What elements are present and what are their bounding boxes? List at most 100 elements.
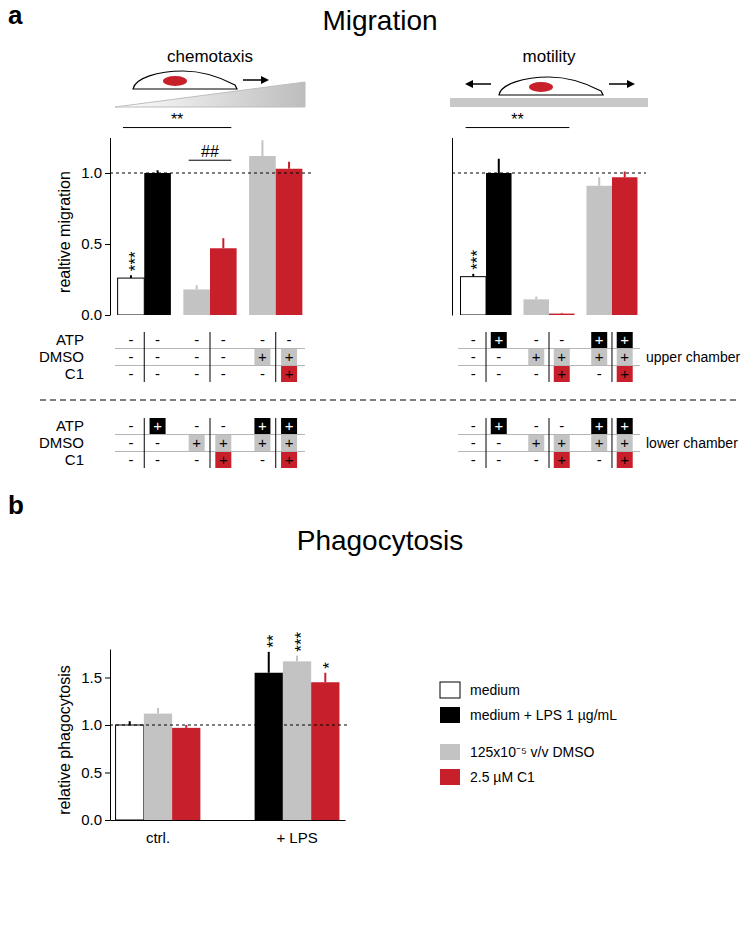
error-bar <box>268 652 270 673</box>
tick: 1.0 <box>81 716 110 733</box>
axis-line <box>111 820 346 821</box>
table-divider <box>549 332 550 382</box>
tick: 0.5 <box>81 235 110 252</box>
row-label: ATP <box>56 417 84 434</box>
condition-cell: - <box>194 365 199 382</box>
condition-cell: + <box>192 434 201 451</box>
annotation: *** <box>292 631 311 651</box>
row-label: C1 <box>65 451 84 468</box>
tick-mark <box>105 678 110 679</box>
error-bar <box>472 274 474 277</box>
table-divider <box>275 332 276 382</box>
reference-line <box>110 173 311 174</box>
condition-box <box>215 452 231 468</box>
arrow-head <box>627 80 635 88</box>
table-divider <box>486 332 487 382</box>
condition-cell: + <box>494 417 503 434</box>
condition-cell: + <box>620 451 629 468</box>
condition-cell: - <box>221 331 226 348</box>
condition-cell: + <box>258 417 267 434</box>
condition-cell: + <box>557 365 566 382</box>
tick: ctrl. <box>146 829 170 846</box>
condition-box <box>617 435 633 451</box>
cell-icon <box>499 77 603 95</box>
error-bar <box>157 708 159 714</box>
condition-cell: - <box>155 348 160 365</box>
chart-title: chemotaxis <box>167 47 253 66</box>
reference-line <box>452 173 646 174</box>
bar <box>461 277 487 315</box>
condition-box <box>554 452 570 468</box>
condition-cell: - <box>287 331 292 348</box>
axis-line <box>452 138 453 316</box>
tick-label: ctrl. <box>146 829 170 846</box>
bar <box>586 186 612 315</box>
condition-box <box>254 349 270 365</box>
condition-box <box>281 418 297 434</box>
condition-cell: - <box>194 417 199 434</box>
table-divider <box>144 418 145 468</box>
cell-nucleus <box>529 82 553 92</box>
plot-area <box>452 159 646 315</box>
tick-label: + LPS <box>276 829 317 846</box>
table-divider <box>144 332 145 382</box>
annotation: *** <box>126 251 145 271</box>
tick: 1.5 <box>81 669 110 686</box>
condition-cell: + <box>620 417 629 434</box>
condition-cell: - <box>260 331 265 348</box>
bar <box>172 728 200 820</box>
error-bar <box>624 172 626 178</box>
bar <box>276 169 303 315</box>
bar <box>144 173 171 315</box>
condition-box <box>189 435 205 451</box>
condition-cell: - <box>155 451 160 468</box>
condition-box <box>554 366 570 382</box>
bar <box>612 177 638 315</box>
condition-cell: + <box>494 331 503 348</box>
condition-cell: + <box>557 434 566 451</box>
condition-box <box>617 418 633 434</box>
condition-cell: - <box>496 348 501 365</box>
panel-title: Migration <box>322 5 437 36</box>
condition-cell: - <box>260 365 265 382</box>
condition-cell: + <box>258 434 267 451</box>
reference-line <box>110 725 350 726</box>
row-label: DMSO <box>39 434 84 451</box>
table-divider <box>210 332 211 382</box>
legend-label: 2.5 µM C1 <box>470 769 535 785</box>
condition-cell: - <box>534 331 539 348</box>
axis-title: relative phagocytosis <box>56 665 73 814</box>
error-bar <box>561 312 563 315</box>
row-label: ATP <box>56 331 84 348</box>
condition-cell: - <box>128 451 133 468</box>
tick-label: 1.0 <box>81 716 102 733</box>
bar <box>486 173 512 315</box>
condition-cell: - <box>559 331 564 348</box>
condition-box <box>617 452 633 468</box>
error-bar <box>129 721 131 725</box>
error-bar <box>324 673 326 683</box>
condition-cell: - <box>155 365 160 382</box>
error-bar <box>196 285 198 289</box>
condition-box <box>281 366 297 382</box>
condition-cell: + <box>219 434 228 451</box>
condition-cell: + <box>258 348 267 365</box>
bar <box>118 278 145 315</box>
tick-mark <box>105 820 110 821</box>
condition-box <box>554 435 570 451</box>
condition-cell: - <box>194 348 199 365</box>
error-bar <box>535 297 537 300</box>
axis-title: realtive migration <box>56 171 73 293</box>
plot-area <box>110 652 350 820</box>
condition-cell: - <box>221 417 226 434</box>
chamber-label: lower chamber <box>646 435 738 451</box>
condition-box <box>617 332 633 348</box>
y-axis: 0.00.51.01.5 <box>81 650 110 829</box>
condition-box <box>528 435 544 451</box>
condition-cell: - <box>260 451 265 468</box>
condition-cell: + <box>285 417 294 434</box>
condition-cell: - <box>471 451 476 468</box>
condition-box <box>254 435 270 451</box>
condition-cell: + <box>153 417 162 434</box>
condition-cell: + <box>620 348 629 365</box>
